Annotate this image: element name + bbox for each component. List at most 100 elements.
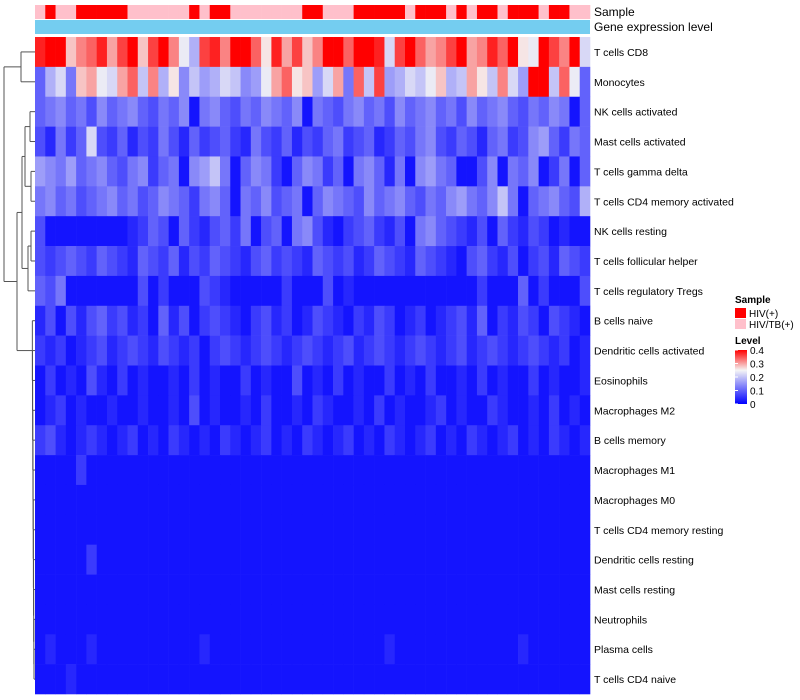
- heatmap-cell: [333, 96, 344, 127]
- heatmap-cell: [425, 66, 437, 98]
- heatmap-cell: [374, 455, 385, 486]
- heatmap-cell: [189, 484, 200, 516]
- heatmap-cell: [322, 544, 334, 575]
- heatmap-cell: [394, 425, 406, 456]
- heatmap-cell: [363, 96, 375, 127]
- heatmap-cell: [405, 455, 416, 486]
- heatmap-cell: [199, 574, 211, 605]
- heatmap-cell: [291, 126, 303, 157]
- row-label: T cells follicular helper: [594, 256, 698, 268]
- heatmap-cell: [528, 275, 539, 307]
- heatmap-cell: [240, 455, 252, 486]
- heatmap-cell: [250, 664, 262, 695]
- heatmap-cell: [548, 634, 560, 665]
- sample-annotation-cell: [291, 5, 303, 19]
- heatmap-cell: [569, 634, 581, 665]
- heatmap-cell: [291, 156, 303, 187]
- heatmap-cell: [415, 216, 426, 247]
- heatmap-cell: [158, 544, 169, 575]
- sample-annotation-cell: [425, 5, 437, 19]
- heatmap-cell: [559, 216, 570, 247]
- heatmap-cell: [220, 96, 231, 127]
- heatmap-cell: [199, 365, 211, 396]
- heatmap-cell: [199, 96, 211, 127]
- sample-annotation-cell: [476, 5, 488, 19]
- heatmap-cell: [302, 664, 313, 695]
- row-label: Mast cells resting: [594, 584, 675, 596]
- heatmap-cell: [425, 335, 437, 366]
- heatmap-cell: [322, 395, 334, 426]
- heatmap-cell: [569, 425, 581, 456]
- heatmap-cell: [569, 574, 581, 605]
- heatmap-cell: [322, 455, 334, 486]
- heatmap-cell: [291, 425, 303, 456]
- heatmap-cell: [106, 275, 118, 307]
- heatmap-cell: [117, 156, 128, 187]
- heatmap-cell: [35, 634, 46, 665]
- heatmap-cell: [569, 455, 581, 486]
- heatmap-cell: [333, 455, 344, 486]
- heatmap-cell: [137, 574, 149, 605]
- heatmap-cell: [548, 514, 560, 545]
- heatmap-cell: [538, 66, 550, 98]
- heatmap-cell: [528, 126, 539, 157]
- heatmap-cell: [209, 96, 221, 127]
- heatmap-cell: [148, 514, 159, 545]
- heatmap-cell: [507, 544, 519, 575]
- heatmap-cell: [394, 37, 406, 68]
- heatmap-cell: [476, 186, 488, 217]
- heatmap-cell: [65, 514, 77, 545]
- heatmap-cell: [497, 395, 509, 426]
- heatmap-cell: [394, 514, 406, 545]
- heatmap-cell: [127, 305, 139, 336]
- heatmap-cell: [86, 544, 97, 575]
- heatmap-cell: [456, 216, 467, 247]
- heatmap-cell: [199, 246, 211, 277]
- heatmap-cell: [579, 37, 591, 68]
- heatmap-cell: [394, 574, 406, 605]
- heatmap-cell: [507, 514, 519, 545]
- heatmap-cell: [230, 455, 241, 486]
- heatmap-cell: [384, 395, 396, 426]
- heatmap-cell: [538, 544, 550, 575]
- heatmap-cell: [487, 574, 498, 605]
- heatmap-cell: [127, 335, 139, 366]
- heatmap-cell: [209, 395, 221, 426]
- heatmap-cell: [281, 634, 293, 665]
- heatmap-cell: [65, 544, 77, 575]
- heatmap-cell: [148, 365, 159, 396]
- heatmap-cell: [127, 156, 139, 187]
- heatmap-cell: [168, 514, 180, 545]
- heatmap-cell: [281, 395, 293, 426]
- sample-annotation-cell: [281, 5, 293, 19]
- heatmap-cell: [76, 604, 87, 635]
- heatmap-cell: [106, 514, 118, 545]
- heatmap-cell: [76, 664, 87, 695]
- heatmap-cell: [230, 186, 241, 217]
- heatmap-cell: [394, 395, 406, 426]
- heatmap-cell: [343, 604, 354, 635]
- heatmap-cell: [497, 305, 509, 336]
- heatmap-cell: [363, 574, 375, 605]
- heatmap-cell: [209, 275, 221, 307]
- heatmap-cell: [374, 246, 385, 277]
- heatmap-cell: [538, 305, 550, 336]
- heatmap-cell: [435, 514, 447, 545]
- heatmap-cell: [137, 604, 149, 635]
- heatmap-cell: [538, 246, 550, 277]
- heatmap-cell: [394, 66, 406, 98]
- heatmap-cell: [127, 574, 139, 605]
- heatmap-cell: [569, 365, 581, 396]
- heatmap-cell: [322, 126, 334, 157]
- heatmap-cell: [199, 275, 211, 307]
- heatmap-cell: [538, 425, 550, 456]
- heatmap-cell: [230, 395, 241, 426]
- heatmap-cell: [353, 574, 365, 605]
- heatmap-cell: [240, 634, 252, 665]
- heatmap-cell: [456, 664, 467, 695]
- heatmap-cell: [518, 96, 529, 127]
- heatmap-cell: [302, 275, 313, 307]
- heatmap-cell: [250, 634, 262, 665]
- heatmap-cell: [178, 216, 190, 247]
- heatmap-cell: [569, 514, 581, 545]
